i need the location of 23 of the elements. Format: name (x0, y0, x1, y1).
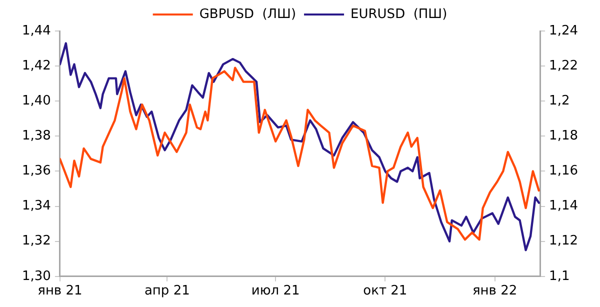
y2-tick-label: 1,12 (549, 234, 578, 249)
x-tick-label: янв 21 (38, 284, 82, 299)
y2-tick-label: 1,18 (549, 128, 578, 144)
y2-tick-label: 1,24 (549, 23, 578, 38)
y2-tick-label: 1,1 (549, 268, 570, 284)
x-tick-label: янв 22 (472, 284, 518, 299)
y2-tick-label: 1,2 (549, 93, 570, 108)
y-tick-label: 1,34 (22, 198, 51, 214)
y-tick-label: 1,44 (22, 23, 51, 38)
y-tick-label: 1,36 (22, 164, 51, 179)
x-tick-label: июл 21 (251, 284, 300, 299)
y-tick-label: 1,40 (22, 93, 51, 108)
y-tick-label: 1,42 (22, 58, 51, 74)
y2-tick-label: 1,16 (549, 164, 578, 179)
y2-tick-label: 1,22 (549, 58, 578, 74)
legend-label: GBPUSD (ЛШ) (199, 6, 296, 22)
legend-label: EURUSD (ПШ) (350, 6, 448, 22)
y-tick-label: 1,30 (22, 268, 51, 284)
y2-tick-label: 1,14 (549, 198, 578, 214)
y-tick-label: 1,38 (22, 128, 51, 144)
x-tick-label: апр 21 (144, 284, 190, 299)
y-tick-label: 1,32 (22, 234, 51, 249)
x-tick-label: окт 21 (363, 284, 408, 299)
